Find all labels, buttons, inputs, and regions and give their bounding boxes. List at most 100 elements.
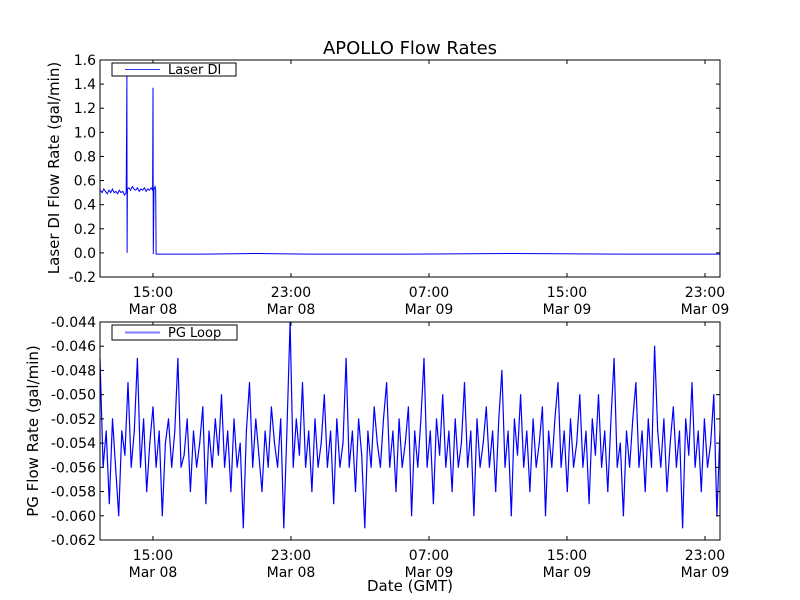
bottom-data-point <box>174 430 176 432</box>
bottom-x-tick-label-date: Mar 09 <box>405 565 454 581</box>
x-axis-label: Date (GMT) <box>367 577 453 595</box>
bottom-data-point <box>348 466 350 468</box>
bottom-data-point <box>423 357 425 359</box>
bottom-data-point <box>501 369 503 371</box>
bottom-data-point <box>585 430 587 432</box>
bottom-data-point <box>308 430 310 432</box>
bottom-data-point <box>594 454 597 456</box>
bottom-data-point <box>520 394 522 396</box>
bottom-data-point <box>115 466 117 468</box>
bottom-data-point <box>526 430 528 432</box>
bottom-data-point <box>470 430 472 432</box>
bottom-data-point <box>622 515 625 517</box>
top-y-tick-label: 0.4 <box>74 198 96 214</box>
bottom-data-point <box>105 430 107 432</box>
bottom-data-point <box>454 418 456 420</box>
bottom-data-point <box>414 430 416 432</box>
bottom-data-point <box>576 442 578 444</box>
bottom-data-point <box>607 491 609 493</box>
top-y-tick-label: -0.2 <box>69 270 96 286</box>
bottom-data-point <box>498 418 500 420</box>
bottom-data-point <box>199 442 201 444</box>
bottom-x-tick-label-date: Mar 08 <box>129 565 178 581</box>
bottom-data-point <box>373 406 375 408</box>
bottom-data-point <box>367 430 369 432</box>
bottom-data-point <box>202 406 204 408</box>
bottom-data-point <box>535 466 537 468</box>
bottom-data-point <box>460 442 462 444</box>
top-plot-axes: -0.20.00.20.40.60.81.01.21.41.615:00Mar … <box>69 53 730 318</box>
bottom-data-point <box>379 466 381 468</box>
bottom-data-point <box>261 491 263 493</box>
bottom-data-point <box>239 442 241 444</box>
bottom-data-point <box>326 466 328 468</box>
bottom-data-point <box>133 430 135 432</box>
bottom-data-point <box>566 491 568 493</box>
bottom-data-point <box>220 394 223 396</box>
top-y-tick-label: 1.4 <box>74 77 96 93</box>
bottom-data-point <box>485 406 487 408</box>
bottom-data-point <box>569 418 572 420</box>
bottom-data-point <box>217 454 219 456</box>
top-y-axis-label: Laser DI Flow Rate (gal/min) <box>45 62 63 274</box>
bottom-data-point <box>706 466 709 468</box>
bottom-data-point <box>488 466 490 468</box>
bottom-data-point <box>654 345 656 347</box>
bottom-data-point <box>158 430 160 432</box>
bottom-data-point <box>666 491 668 493</box>
bottom-data-point <box>582 466 584 468</box>
bottom-x-tick-label-time: 15:00 <box>547 548 587 564</box>
bottom-data-point <box>361 454 363 456</box>
bottom-data-point <box>370 466 372 468</box>
bottom-data-point <box>573 466 575 468</box>
bottom-y-tick-label: -0.050 <box>51 388 96 404</box>
top-y-tick-label: 1.0 <box>74 125 96 141</box>
bottom-data-point <box>323 394 325 396</box>
bottom-data-point <box>273 442 276 444</box>
bottom-data-point <box>336 418 338 420</box>
bottom-data-point <box>186 418 188 420</box>
bottom-data-point <box>663 418 665 420</box>
bottom-data-point <box>610 418 612 420</box>
bottom-data-point <box>613 357 615 359</box>
bottom-data-point <box>551 466 553 468</box>
bottom-data-point <box>136 357 138 359</box>
bottom-data-point <box>523 466 525 468</box>
bottom-data-point <box>682 527 684 529</box>
bottom-data-point <box>467 466 469 468</box>
bottom-data-point <box>700 491 702 493</box>
bottom-legend-box <box>111 324 238 341</box>
bottom-data-point <box>529 491 531 493</box>
bottom-data-point <box>638 466 640 468</box>
bottom-data-point <box>635 382 637 384</box>
bottom-y-tick-label: -0.058 <box>51 485 96 501</box>
bottom-data-point <box>445 466 447 468</box>
bottom-data-point <box>703 418 706 420</box>
top-y-tick-label: 0.0 <box>74 246 96 262</box>
bottom-data-point <box>292 466 294 468</box>
bottom-data-point <box>463 382 466 384</box>
bottom-data-point <box>392 430 394 432</box>
bottom-data-point <box>358 418 360 420</box>
bottom-data-point <box>242 527 244 529</box>
bottom-y-tick-label: -0.060 <box>51 509 96 525</box>
bottom-data-point <box>647 418 649 420</box>
bottom-data-point <box>283 527 285 529</box>
bottom-data-point <box>616 466 618 468</box>
bottom-data-point <box>660 466 662 468</box>
bottom-data-point <box>669 442 671 444</box>
bottom-data-point <box>111 418 114 420</box>
top-x-tick-label-time: 07:00 <box>409 285 449 301</box>
bottom-data-point <box>451 491 453 493</box>
bottom-data-point <box>248 382 251 384</box>
bottom-data-point <box>245 430 247 432</box>
bottom-data-point <box>143 418 145 420</box>
bottom-data-point <box>641 430 643 432</box>
bottom-data-point <box>146 491 148 493</box>
bottom-data-point <box>398 418 400 420</box>
bottom-data-point <box>404 442 406 444</box>
bottom-data-point <box>255 418 257 420</box>
bottom-data-point <box>504 466 506 468</box>
chart-title: APOLLO Flow Rates <box>323 38 497 59</box>
bottom-data-point <box>473 515 475 517</box>
